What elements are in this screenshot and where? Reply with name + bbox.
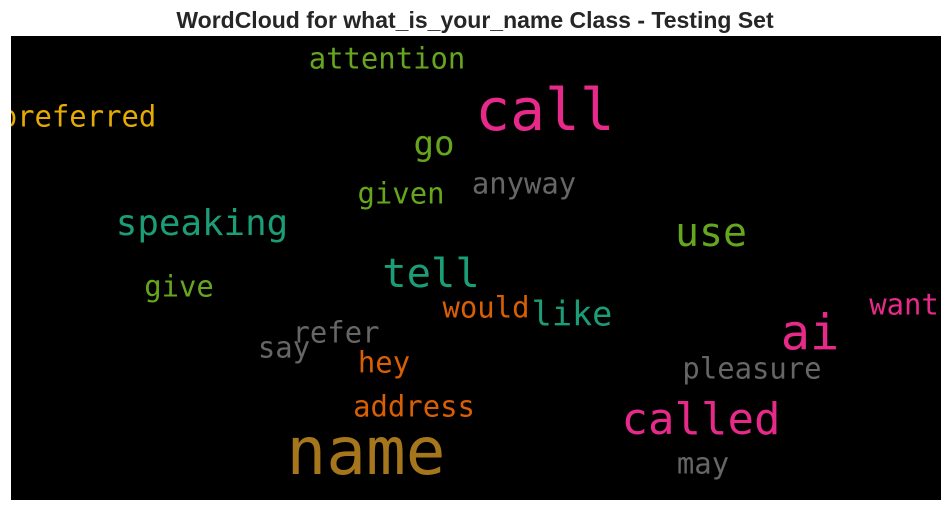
- word-like: like: [531, 294, 613, 334]
- word-hey: hey: [357, 345, 411, 380]
- word-preferred: preferred: [11, 99, 157, 134]
- word-use: use: [674, 210, 748, 257]
- word-called: called: [621, 394, 781, 445]
- word-refer: refer: [292, 315, 380, 350]
- word-want: want: [869, 287, 939, 322]
- word-speaking: speaking: [115, 203, 289, 245]
- word-go: go: [413, 123, 455, 164]
- wordcloud-canvas: name call ai called tell use speaking go like pre…: [11, 36, 941, 500]
- word-given: given: [357, 176, 445, 211]
- word-call: call: [475, 76, 615, 145]
- word-may: may: [676, 446, 730, 481]
- word-say: say: [257, 330, 311, 365]
- word-tell: tell: [382, 248, 480, 297]
- word-would: would: [442, 290, 530, 325]
- word-attention: attention: [308, 41, 466, 76]
- word-give: give: [144, 269, 214, 304]
- word-ai: ai: [780, 305, 840, 362]
- word-anyway: anyway: [471, 166, 577, 201]
- word-name: name: [286, 413, 446, 490]
- word-address: address: [353, 389, 475, 424]
- word-pleasure: pleasure: [682, 351, 822, 386]
- chart-title: WordCloud for what_is_your_name Class - …: [176, 7, 774, 33]
